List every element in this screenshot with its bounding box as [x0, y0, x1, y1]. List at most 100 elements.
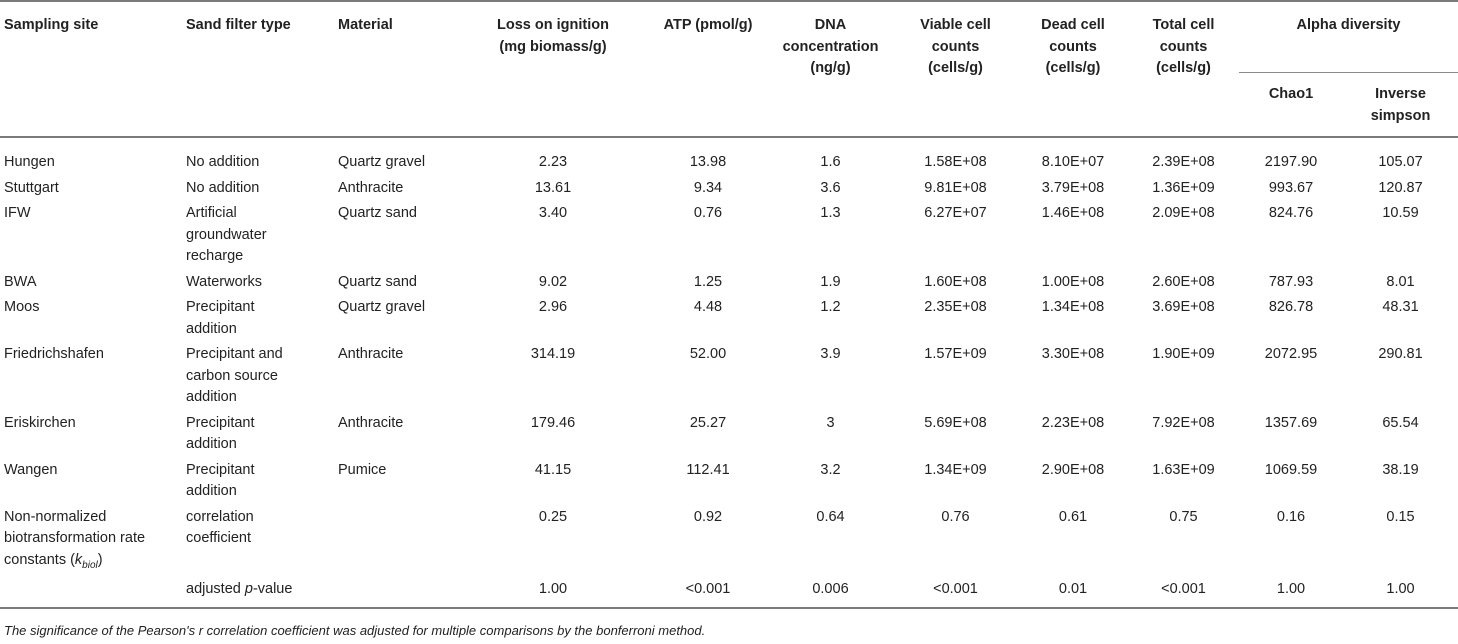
- table-row: Friedrichshafen Precipitant and carbon sou…: [0, 340, 1458, 409]
- cell-dna: 3.9: [820, 346, 841, 362]
- table-row: IFW Artificial groundwater recharge Quartz s…: [0, 199, 1458, 268]
- cell-total: 1.36E+09: [1152, 179, 1215, 196]
- cell-atp: 25.27: [689, 414, 727, 431]
- cell-site: Stuttgart: [4, 179, 59, 196]
- cell-material: Anthracite: [338, 346, 404, 362]
- cell-atp: 9.34: [693, 179, 723, 196]
- cell-viable: 2.35E+08: [924, 299, 987, 315]
- cell-site: Eriskirchen: [4, 414, 76, 431]
- correlation-row: Non-normalized biotransformation rate cons…: [0, 503, 1458, 572]
- cell-total: 2.39E+08: [1152, 154, 1215, 170]
- cell-pval-total: <0.001: [1128, 571, 1239, 609]
- header-dna-concentration: DNA concentration (ng/g): [768, 0, 893, 138]
- cell-viable: 1.34E+09: [924, 461, 987, 478]
- cell-inv: 48.31: [1382, 299, 1419, 315]
- table-footnote: The significance of the Pearson's r corr…: [4, 623, 706, 638]
- header-loss-on-ignition: Loss on ignition (mg biomass/g): [458, 0, 648, 138]
- cell-site: BWA: [4, 273, 37, 290]
- cell-total: 1.63E+09: [1152, 461, 1215, 478]
- cell-chao: 1357.69: [1264, 414, 1318, 431]
- cell-material: Anthracite: [338, 414, 404, 431]
- cell-loi: 314.19: [530, 346, 576, 362]
- cell-corr-total: 0.75: [1169, 508, 1198, 525]
- cell-pval-loi: 1.00: [458, 571, 648, 609]
- cell-corr-inv: 0.15: [1386, 508, 1415, 525]
- table-row: Stuttgart No addition Anthracite 13.61 9.34 3…: [0, 174, 1458, 200]
- cell-dna: 1.6: [820, 154, 841, 170]
- cell-filter: Precipitant addition: [186, 461, 255, 500]
- header-sampling-site: Sampling site: [0, 0, 182, 138]
- cell-chao: 826.78: [1268, 299, 1314, 315]
- table-body: Hungen No addition Quartz gravel 2.23 13.98 1…: [0, 137, 1458, 609]
- cell-dead: 1.34E+08: [1041, 299, 1105, 315]
- cell-atp: 52.00: [689, 346, 727, 362]
- cell-dna: 1.9: [820, 273, 841, 290]
- cell-loi: 41.15: [534, 461, 572, 478]
- cell-site: Wangen: [4, 461, 58, 478]
- pvalue-row: adjusted p-value 1.00 <0.001 0.006 <0.001 0.0…: [0, 571, 1458, 609]
- cell-corr-label: correlation coefficient: [186, 508, 254, 547]
- header-alpha-diversity: Alpha diversity: [1239, 0, 1458, 73]
- cell-viable: 6.27E+07: [924, 205, 987, 221]
- cell-inv: 105.07: [1378, 154, 1423, 170]
- cell-inv: 290.81: [1378, 346, 1423, 362]
- cell-corr-viable: 0.76: [941, 508, 970, 525]
- cell-material: Anthracite: [338, 179, 404, 196]
- cell-site: IFW: [4, 205, 31, 221]
- cell-empty: [334, 503, 458, 572]
- cell-chao: 2197.90: [1264, 154, 1318, 170]
- header-material: Material: [334, 0, 458, 138]
- cell-corr-site: Non-normalized biotransformation rate cons…: [4, 508, 146, 571]
- cell-total: 2.60E+08: [1152, 273, 1215, 290]
- cell-total: 3.69E+08: [1152, 299, 1215, 315]
- cell-pval-dna: 0.006: [768, 571, 893, 609]
- cell-dead: 2.90E+08: [1041, 461, 1105, 478]
- cell-chao: 993.67: [1268, 179, 1314, 196]
- cell-inv: 120.87: [1378, 179, 1423, 196]
- cell-site: Friedrichshafen: [4, 346, 104, 362]
- cell-inv: 38.19: [1382, 461, 1419, 478]
- cell-site: Hungen: [4, 154, 55, 170]
- header-sand-filter-type: Sand filter type: [182, 0, 334, 138]
- cell-chao: 1069.59: [1264, 461, 1318, 478]
- cell-pval-label: adjusted p-value: [182, 571, 334, 609]
- cell-inv: 8.01: [1386, 273, 1415, 290]
- cell-material: Quartz gravel: [338, 299, 426, 315]
- cell-filter: No addition: [186, 179, 260, 196]
- cell-pval-chao: 1.00: [1239, 571, 1343, 609]
- data-table: Sampling site Sand filter type Material …: [0, 0, 1458, 609]
- table-row: BWA Waterworks Quartz sand 9.02 1.25 1.9 1.60E…: [0, 268, 1458, 294]
- cell-corr-dead: 0.61: [1058, 508, 1088, 525]
- cell-total: 1.90E+09: [1152, 346, 1215, 362]
- cell-atp: 0.76: [693, 205, 723, 221]
- cell-chao: 2072.95: [1264, 346, 1318, 362]
- cell-loi: 2.23: [538, 154, 568, 170]
- cell-material: Pumice: [338, 461, 387, 478]
- header-atp: ATP (pmol/g): [648, 0, 768, 138]
- cell-site: Moos: [4, 299, 40, 315]
- cell-filter: Artificial groundwater recharge: [186, 205, 267, 264]
- cell-corr-atp: 0.92: [693, 508, 723, 525]
- cell-pval-viable: <0.001: [893, 571, 1018, 609]
- cell-loi: 179.46: [530, 414, 576, 431]
- cell-dead: 1.00E+08: [1041, 273, 1105, 290]
- cell-corr-chao: 0.16: [1276, 508, 1306, 525]
- cell-loi: 9.02: [538, 273, 568, 290]
- table-row: Wangen Precipitant addition Pumice 41.15 112.…: [0, 456, 1458, 503]
- table-row: Eriskirchen Precipitant addition Anthracite…: [0, 409, 1458, 456]
- header-dead-cell-counts: Dead cell counts (cells/g): [1018, 0, 1128, 138]
- cell-chao: 824.76: [1268, 205, 1314, 221]
- cell-atp: 112.41: [686, 461, 730, 478]
- cell-pval-inv: 1.00: [1343, 571, 1458, 609]
- cell-atp: 13.98: [689, 154, 727, 170]
- cell-dead: 3.79E+08: [1041, 179, 1105, 196]
- cell-corr-loi: 0.25: [538, 508, 568, 525]
- cell-loi: 2.96: [538, 299, 568, 315]
- cell-inv: 65.54: [1382, 414, 1419, 431]
- cell-empty: [334, 571, 458, 609]
- cell-viable: 1.57E+09: [924, 346, 987, 362]
- cell-material: Quartz sand: [338, 205, 417, 221]
- cell-total: 7.92E+08: [1152, 414, 1215, 431]
- cell-empty: [0, 571, 182, 609]
